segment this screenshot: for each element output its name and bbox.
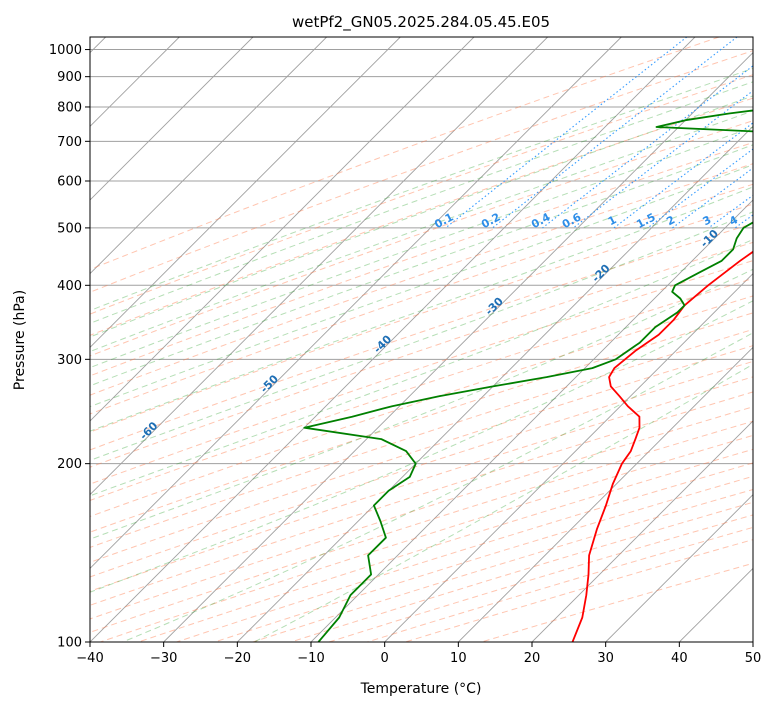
moist-adiabat-line (90, 67, 753, 312)
dry-adiabat-line (176, 462, 753, 642)
dry-adiabat-line (90, 328, 753, 548)
y-tick-label: 500 (57, 221, 82, 236)
y-tick-label: 600 (57, 174, 82, 189)
mixing-ratio-line (445, 37, 688, 229)
dry-adiabat-line (90, 120, 753, 357)
x-tick-label: 20 (524, 651, 541, 666)
x-tick-label: −40 (76, 651, 103, 666)
isotherm-line (90, 37, 548, 496)
dry-adiabat-line (405, 539, 753, 642)
mixing-ratio-line (613, 122, 753, 229)
y-tick-label: 400 (57, 279, 82, 294)
x-tick-label: −20 (224, 651, 251, 666)
mixing-ratio-line (542, 65, 753, 229)
y-axis-ticks: 100 200 300 400 500 600 700 800 900 1000 (49, 43, 90, 651)
y-tick-label: 100 (57, 636, 82, 651)
dry-adiabat-line (90, 345, 753, 563)
x-tick-label: 50 (745, 651, 762, 666)
isotherm-line (458, 346, 753, 642)
mixing-ratio-lines (445, 37, 753, 229)
isotherm-line (531, 420, 753, 642)
plot-frame (89, 36, 754, 643)
isotherm-line (605, 494, 753, 642)
dry-adiabat-line (100, 434, 753, 642)
mixing-ratio-line (672, 167, 753, 229)
chart-title: wetPf2_GN05.2025.284.05.45.E05 (292, 13, 550, 32)
y-tick-label: 800 (57, 100, 82, 115)
isotherm-line (90, 37, 475, 422)
y-axis-label: Pressure (hPa) (12, 290, 28, 390)
y-tick-label: 300 (57, 353, 82, 368)
x-tick-label: 30 (597, 651, 614, 666)
moist-adiabat-line (122, 332, 753, 642)
isotherm-line (310, 199, 753, 642)
isotherm-line (163, 52, 753, 642)
isotherm-line (90, 37, 327, 275)
moist-adiabat-line (90, 81, 753, 324)
y-tick-label: 900 (57, 70, 82, 85)
x-tick-label: −10 (297, 651, 324, 666)
x-tick-label: 10 (450, 651, 467, 666)
dewpoint-profile-line (303, 109, 753, 642)
x-axis-ticks: −40 −30 −20 −10 0 10 20 30 40 50 (76, 642, 761, 666)
dry-adiabat-line (90, 50, 753, 293)
y-tick-label: 700 (57, 135, 82, 150)
dry-adiabat-line (90, 97, 753, 336)
x-tick-label: −30 (150, 651, 177, 666)
dry-adiabat-line (90, 141, 753, 377)
moist-adiabat-line (253, 363, 753, 642)
x-axis-label: Temperature (°C) (360, 681, 482, 697)
dry-adiabat-line (90, 37, 720, 271)
isobar-gridlines (90, 49, 753, 642)
dry-adiabat-line (138, 448, 753, 642)
isotherm-line (90, 37, 622, 569)
dry-adiabat-lines (90, 37, 753, 642)
dry-adiabat-line (90, 420, 753, 633)
sounding-series (303, 109, 753, 642)
isotherm-line (90, 37, 696, 642)
isotherm-line (237, 125, 753, 642)
x-tick-label: 0 (381, 651, 389, 666)
moist-adiabat-line (90, 110, 753, 353)
dry-adiabat-line (252, 488, 753, 642)
isotherm-lines (90, 37, 753, 642)
moist-adiabat-line (90, 300, 753, 593)
moist-adiabat-line (90, 268, 753, 540)
dry-adiabat-line (214, 475, 753, 642)
isotherm-line (90, 37, 254, 201)
x-tick-label: 40 (671, 651, 688, 666)
plot-area: 0.10.20.40.611.52346810131620253036-100-… (90, 37, 753, 642)
isotherm-line (90, 37, 401, 348)
moist-adiabat-lines (90, 67, 753, 642)
moist-adiabat-line (90, 126, 753, 369)
isotherm-line (384, 273, 753, 642)
y-tick-label: 200 (57, 457, 82, 472)
y-tick-label: 1000 (49, 43, 82, 58)
